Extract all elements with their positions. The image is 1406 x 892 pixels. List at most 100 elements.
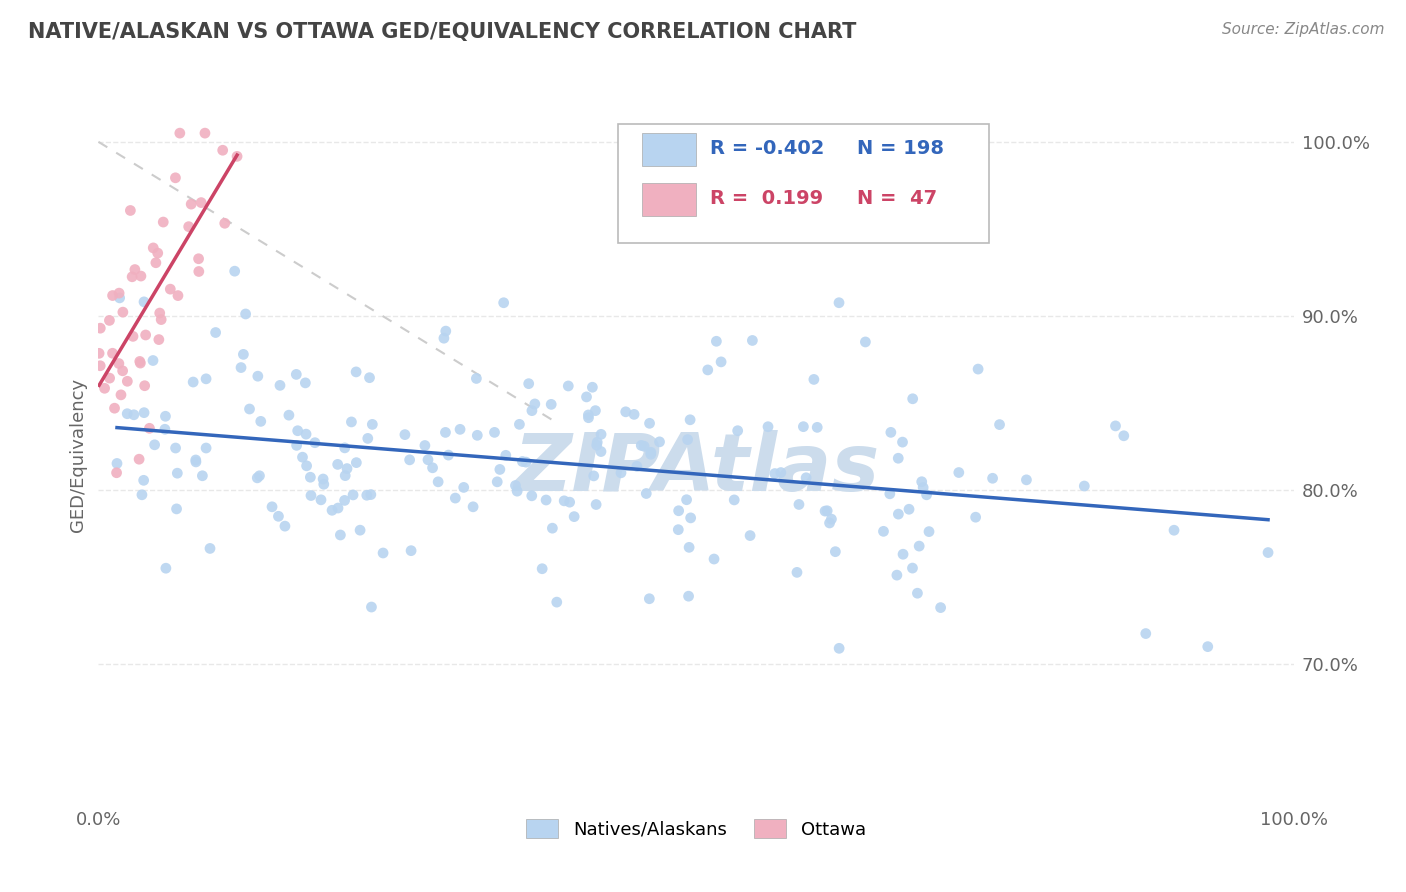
Point [204, 326, 226, 340]
Point [675, 492, 697, 507]
Point [111, 305, 134, 319]
Point [187, 264, 209, 278]
Point [195, 372, 218, 386]
Point [506, 484, 529, 499]
Point [578, 410, 600, 425]
Point [710, 355, 733, 369]
Point [988, 417, 1011, 432]
Point [818, 516, 841, 530]
Point [356, 488, 378, 502]
Point [638, 417, 661, 431]
Point [648, 434, 671, 449]
Point [668, 504, 690, 518]
Point [769, 466, 792, 480]
Point [515, 455, 537, 469]
Point [967, 362, 990, 376]
Point [229, 360, 252, 375]
Point [814, 504, 837, 518]
Bar [643, 183, 696, 216]
Text: R = -0.402: R = -0.402 [710, 139, 825, 158]
Point [274, 519, 297, 533]
Point [120, 203, 142, 218]
Point [143, 438, 166, 452]
Point [557, 379, 579, 393]
Point [142, 241, 165, 255]
Point [948, 466, 970, 480]
Point [465, 428, 488, 442]
Point [105, 457, 128, 471]
Point [150, 312, 173, 326]
Point [911, 475, 934, 489]
Point [676, 433, 699, 447]
Point [891, 435, 914, 450]
Point [558, 495, 581, 509]
Point [344, 456, 367, 470]
Point [434, 425, 457, 440]
Point [696, 363, 718, 377]
Bar [643, 133, 696, 166]
Point [214, 216, 236, 230]
Point [285, 438, 308, 452]
Point [449, 422, 471, 436]
Point [640, 445, 662, 459]
Point [349, 523, 371, 537]
Point [111, 364, 134, 378]
Point [901, 392, 924, 406]
Point [165, 170, 187, 185]
Point [422, 460, 444, 475]
Point [93, 381, 115, 395]
Point [586, 435, 609, 450]
Point [981, 471, 1004, 485]
Point [98, 371, 121, 385]
Point [523, 397, 546, 411]
Point [360, 600, 382, 615]
Point [89, 359, 111, 373]
Point [166, 502, 188, 516]
Point [142, 353, 165, 368]
Point [398, 453, 420, 467]
Point [304, 435, 326, 450]
Point [553, 493, 575, 508]
Point [285, 368, 308, 382]
Point [484, 425, 506, 440]
Point [546, 595, 568, 609]
Point [626, 459, 648, 474]
Point [763, 467, 786, 481]
Point [148, 333, 170, 347]
Point [190, 195, 212, 210]
Point [128, 354, 150, 368]
Point [361, 417, 384, 432]
Point [122, 329, 145, 343]
Point [703, 552, 725, 566]
Point [929, 600, 952, 615]
Text: N = 198: N = 198 [858, 139, 945, 158]
Point [103, 401, 125, 416]
Point [134, 378, 156, 392]
Point [433, 331, 456, 345]
Point [444, 491, 467, 505]
Point [165, 441, 187, 455]
Point [333, 441, 356, 455]
Point [294, 376, 316, 390]
Point [138, 421, 160, 435]
Point [540, 397, 562, 411]
Point [815, 504, 838, 518]
Point [129, 268, 152, 283]
Point [246, 471, 269, 485]
Point [269, 378, 291, 392]
Point [453, 480, 475, 494]
Point [132, 473, 155, 487]
Point [336, 461, 359, 475]
Text: R =  0.199: R = 0.199 [710, 189, 824, 209]
Point [159, 282, 181, 296]
Point [299, 489, 322, 503]
Point [267, 509, 290, 524]
Point [512, 454, 534, 468]
Point [901, 561, 924, 575]
Point [132, 406, 155, 420]
Point [562, 509, 585, 524]
Point [1073, 479, 1095, 493]
Point [741, 334, 763, 348]
Point [907, 586, 929, 600]
Point [194, 126, 217, 140]
